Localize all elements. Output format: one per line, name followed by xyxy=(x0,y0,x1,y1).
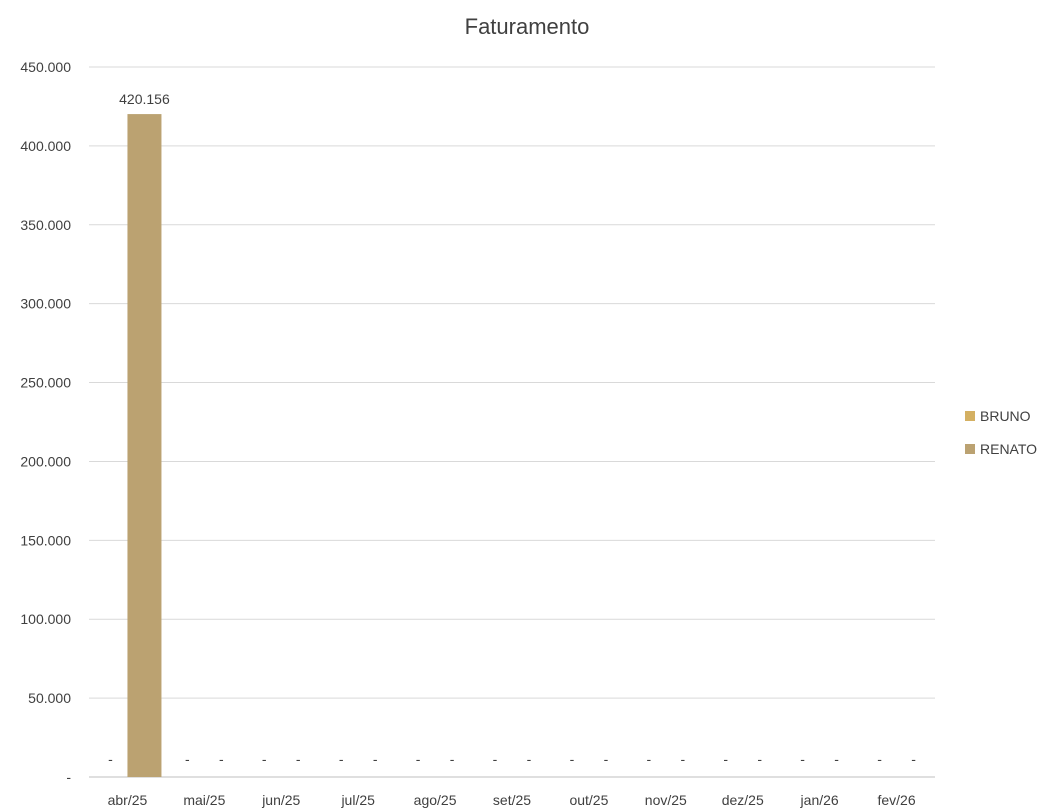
data-label: - xyxy=(800,751,805,767)
data-label: - xyxy=(911,751,916,767)
y-tick-label: 450.000 xyxy=(20,59,71,75)
bars xyxy=(127,114,162,777)
x-tick-label: set/25 xyxy=(493,792,531,808)
y-tick-label: - xyxy=(66,769,71,785)
data-label: - xyxy=(339,751,344,767)
y-tick-label: 300.000 xyxy=(20,296,71,312)
data-labels: - - - - - - - - - - - 420.156 - - - - - - - - - - xyxy=(108,91,916,767)
x-tick-label: abr/25 xyxy=(108,792,148,808)
data-label: - xyxy=(646,751,651,767)
y-tick-label: 150.000 xyxy=(20,532,71,548)
data-label: - xyxy=(219,751,224,767)
data-label: - xyxy=(108,751,113,767)
legend-label: BRUNO xyxy=(980,408,1031,424)
x-tick-label: mai/25 xyxy=(183,792,225,808)
y-tick-label: 400.000 xyxy=(20,138,71,154)
data-label: - xyxy=(757,751,762,767)
data-label: - xyxy=(680,751,685,767)
data-label: - xyxy=(570,751,575,767)
data-label: - xyxy=(296,751,301,767)
legend: BRUNO RENATO xyxy=(965,408,1037,457)
data-label: - xyxy=(493,751,498,767)
x-tick-label: jul/25 xyxy=(340,792,375,808)
y-tick-label: 50.000 xyxy=(28,690,71,706)
data-label: - xyxy=(450,751,455,767)
legend-swatch xyxy=(965,444,975,454)
legend-label: RENATO xyxy=(980,441,1037,457)
x-tick-label: jun/25 xyxy=(261,792,300,808)
data-label: - xyxy=(527,751,532,767)
data-label: - xyxy=(416,751,421,767)
x-tick-label: dez/25 xyxy=(722,792,764,808)
x-tick-label: ago/25 xyxy=(414,792,457,808)
y-tick-label: 250.000 xyxy=(20,375,71,391)
data-label: - xyxy=(877,751,882,767)
y-axis: - 50.000 100.000 150.000 200.000 250.000 300.0… xyxy=(20,59,71,785)
chart-title: Faturamento xyxy=(465,14,590,39)
data-label: - xyxy=(262,751,267,767)
x-tick-label: nov/25 xyxy=(645,792,687,808)
data-label: 420.156 xyxy=(119,91,170,107)
x-tick-label: fev/26 xyxy=(877,792,915,808)
data-label: - xyxy=(604,751,609,767)
data-label: - xyxy=(373,751,378,767)
x-tick-label: jan/26 xyxy=(800,792,839,808)
x-tick-label: out/25 xyxy=(569,792,608,808)
legend-swatch xyxy=(965,411,975,421)
data-label: - xyxy=(723,751,728,767)
data-label: - xyxy=(185,751,190,767)
bar-renato xyxy=(127,114,162,777)
gridlines xyxy=(89,66,935,778)
y-tick-label: 350.000 xyxy=(20,217,71,233)
y-tick-label: 200.000 xyxy=(20,453,71,469)
data-label: - xyxy=(834,751,839,767)
x-axis: abr/25 mai/25 jun/25 jul/25 ago/25 set/25 out/… xyxy=(108,792,916,808)
y-tick-label: 100.000 xyxy=(20,611,71,627)
